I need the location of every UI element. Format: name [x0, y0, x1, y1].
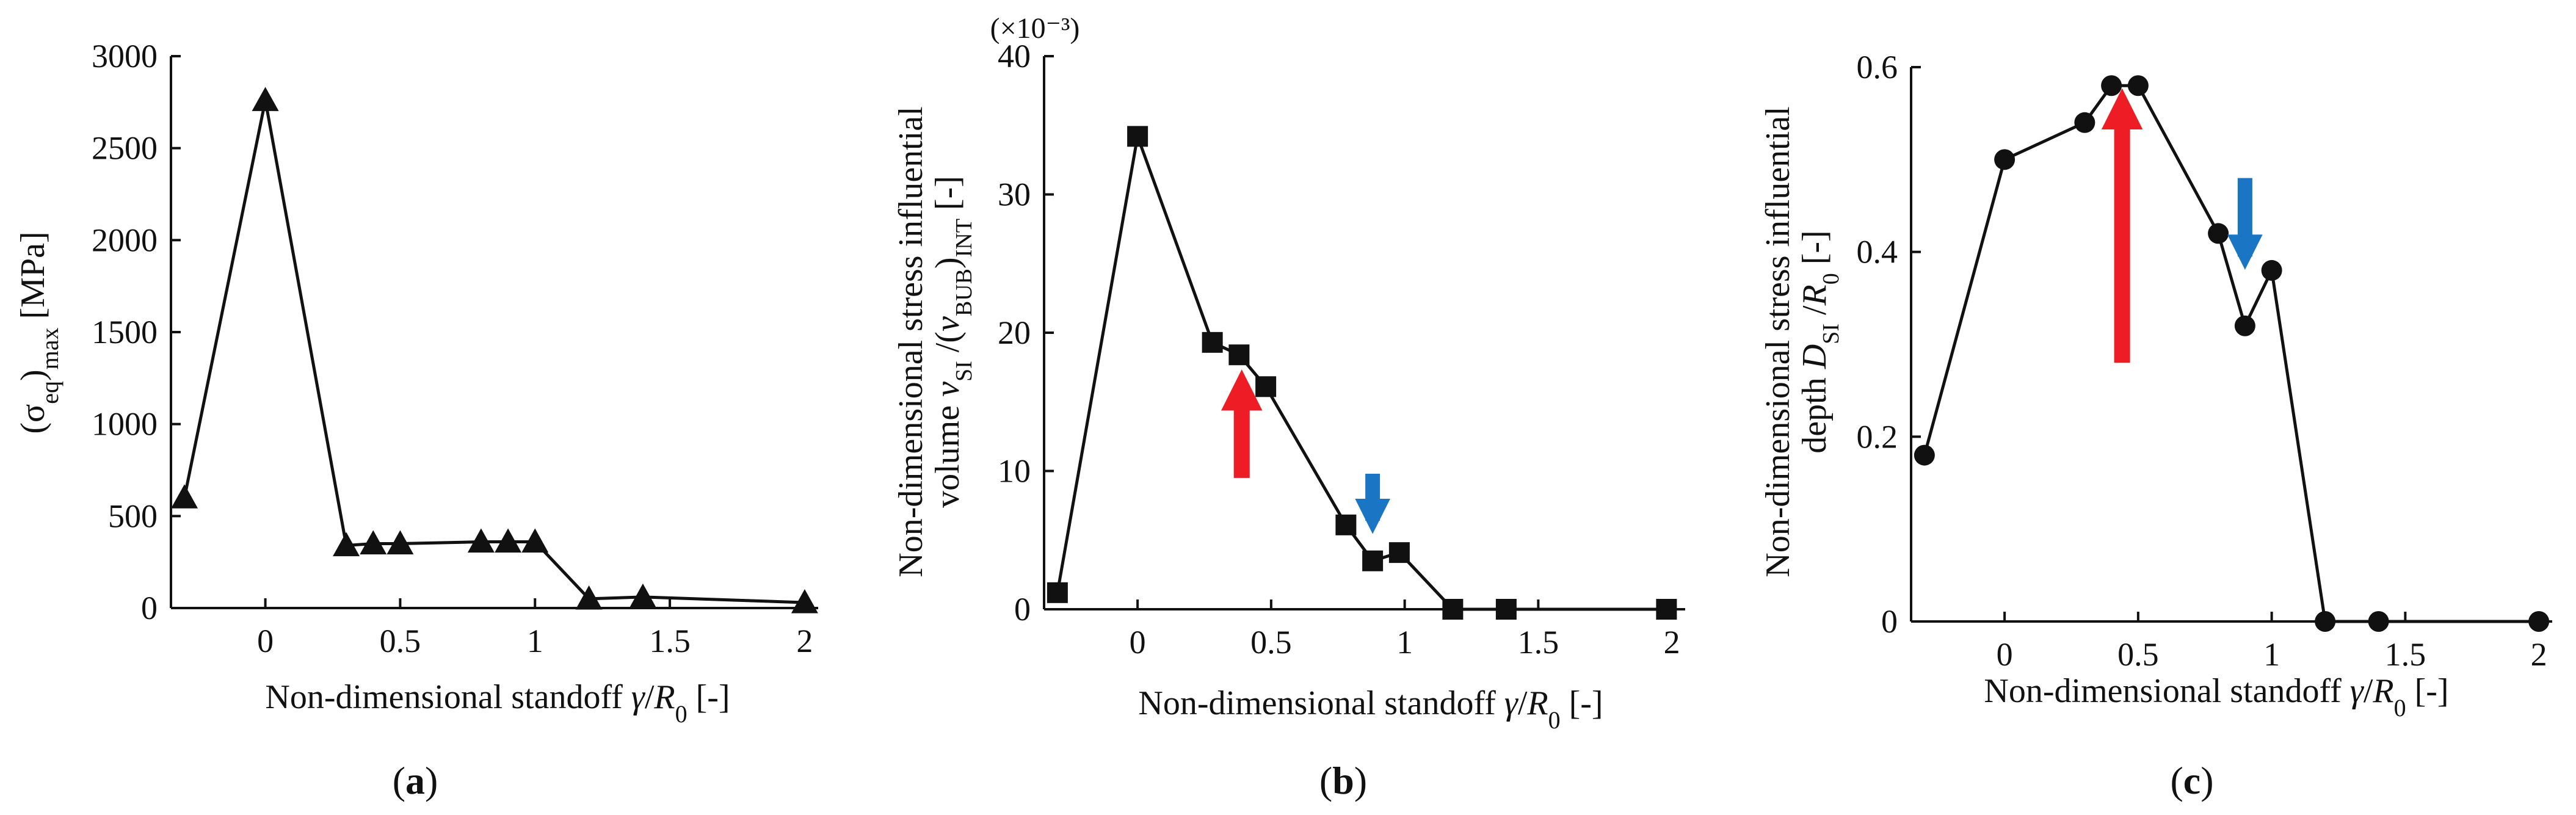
x-tick-label-a: 1	[527, 623, 543, 659]
x-axis-label-c: Non-dimensional standoff γ/R0 [-]	[1984, 672, 2448, 722]
data-point-b	[1047, 582, 1068, 603]
y-tick-label-b: 20	[998, 314, 1031, 351]
data-point-c	[2315, 611, 2336, 632]
y-tick-label-c: 0	[1881, 603, 1898, 640]
y-tick-label-a: 2500	[92, 130, 158, 167]
axes-a: 0 500 1000 1500 2000 2500 3000 0 0.5 1 1.5 2	[92, 38, 818, 659]
y-axis-label-c-line1: Non-dimensional stress influential	[1759, 106, 1797, 577]
y-tick-label-a: 2000	[92, 222, 158, 258]
x-axis-label-a: Non-dimensional standoff γ/R0 [-]	[265, 678, 730, 728]
y-tick-label-c: 0.6	[1857, 49, 1898, 85]
y-tick-label-b: 10	[998, 453, 1031, 490]
y-tick-label-b: 30	[998, 176, 1031, 213]
x-tick-label-b: 2	[1664, 624, 1680, 661]
data-point-c	[2074, 112, 2095, 133]
x-tick-label-a: 1.5	[649, 623, 691, 659]
y-tick-label-a: 1500	[92, 314, 158, 350]
x-tick-label-a: 0.5	[380, 623, 421, 659]
axes-b: 0 10 20 30 40 0 0.5 1 1.5 2	[998, 38, 1685, 661]
series-c	[1914, 75, 2550, 632]
data-point-c	[2208, 223, 2229, 244]
x-tick-label-b: 1	[1396, 624, 1413, 661]
data-point-c	[1994, 149, 2015, 170]
data-point-b	[1127, 126, 1148, 147]
y-tick-label-c: 0.2	[1857, 418, 1898, 455]
series-b	[1047, 126, 1677, 620]
series-a	[171, 87, 818, 614]
x-tick-label-c: 1	[2263, 636, 2280, 673]
data-point-a	[791, 589, 818, 614]
data-point-b	[1255, 376, 1277, 397]
y-axis-label-b-line2: volume vSI /(vBUB)INT [-]	[929, 176, 977, 508]
axes-c: 0 0.2 0.4 0.6 0 0.5 1 1.5 2	[1857, 49, 2552, 673]
data-point-b	[1228, 344, 1250, 366]
x-tick-label-b: 0	[1130, 624, 1146, 661]
y-tick-label-b: 40	[998, 38, 1031, 74]
y-axis-label-a: (σeq)max [MPa]	[14, 231, 63, 433]
data-point-b	[1202, 331, 1223, 353]
y-axis-label-b-line1: Non-dimensional stress influential	[892, 106, 930, 577]
data-point-a	[629, 583, 656, 608]
x-tick-label-b: 1.5	[1518, 624, 1559, 661]
data-point-a	[360, 530, 387, 555]
data-point-b	[1388, 542, 1410, 563]
y-tick-label-c: 0.4	[1857, 234, 1898, 270]
chart-panel-c: 0 0.2 0.4 0.6 0 0.5 1 1.5 2 Non-dimensional stre…	[1759, 49, 2552, 802]
series-line-c	[1923, 84, 2539, 623]
data-point-a	[252, 87, 279, 111]
data-point-c	[2234, 315, 2255, 336]
arrows-c	[2101, 88, 2263, 363]
x-tick-label-a: 2	[796, 623, 813, 659]
series-line-a	[183, 100, 805, 604]
data-point-c	[2528, 611, 2550, 632]
y-tick-label-a: 3000	[92, 38, 158, 74]
chart-panel-a: 0 500 1000 1500 2000 2500 3000 0 0.5 1 1.5 2 (σeq)m…	[14, 38, 818, 802]
data-point-b	[1495, 599, 1517, 620]
y-tick-label-b: 0	[1014, 591, 1031, 628]
data-point-b	[1335, 514, 1357, 535]
data-point-c	[2101, 75, 2122, 96]
x-tick-label-c: 0.5	[2117, 636, 2159, 673]
chart-panel-b: 0 10 20 30 40 0 0.5 1 1.5 2 (×10⁻³) Non-dimension…	[892, 12, 1685, 802]
x-tick-label-a: 0	[257, 623, 274, 659]
data-point-a	[386, 530, 414, 555]
x-axis-label-b: Non-dimensional standoff γ/R0 [-]	[1138, 684, 1603, 734]
y-multiplier-b: (×10⁻³)	[990, 12, 1080, 45]
data-point-a	[575, 585, 603, 610]
x-tick-label-c: 0	[1997, 636, 2013, 673]
data-point-a	[333, 532, 360, 557]
data-point-c	[1914, 444, 1935, 466]
data-point-b	[1442, 599, 1464, 620]
data-point-b	[1656, 599, 1677, 620]
data-point-a	[171, 484, 198, 509]
data-point-a	[467, 528, 495, 553]
data-point-c	[2127, 75, 2149, 96]
x-tick-label-b: 0.5	[1250, 624, 1292, 661]
y-axis-label-c-line2: depth DSI /R0 [-]	[1796, 230, 1844, 453]
y-tick-label-a: 0	[141, 590, 158, 626]
series-line-b	[1056, 130, 1667, 611]
data-point-a	[495, 528, 522, 553]
x-tick-label-c: 1.5	[2385, 636, 2426, 673]
panel-label-a: (a)	[393, 759, 438, 802]
data-point-c	[2261, 259, 2282, 281]
x-tick-label-c: 2	[2531, 636, 2547, 673]
data-point-c	[2368, 611, 2389, 632]
panel-label-b: (b)	[1319, 759, 1367, 802]
data-point-a	[521, 528, 549, 553]
y-tick-label-a: 500	[108, 498, 158, 534]
data-point-b	[1362, 550, 1384, 571]
y-tick-label-a: 1000	[92, 406, 158, 443]
arrows-b	[1221, 369, 1390, 534]
panel-label-c: (c)	[2170, 759, 2213, 802]
